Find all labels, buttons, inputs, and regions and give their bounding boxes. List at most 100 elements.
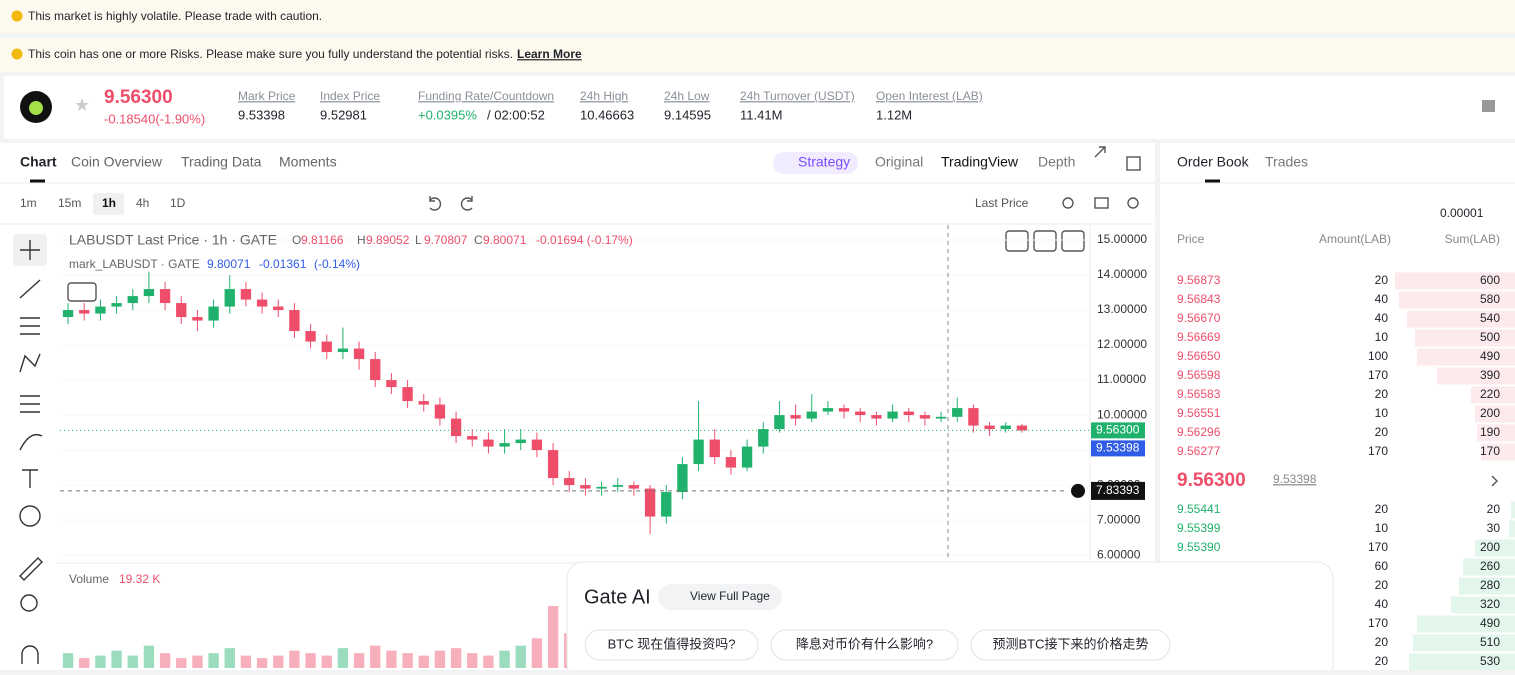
ob-amount: 170 <box>1368 616 1388 630</box>
candle-body <box>580 485 591 489</box>
ob-price: 9.55441 <box>1177 502 1221 516</box>
candle-body <box>111 303 122 307</box>
view-tab[interactable]: TradingView <box>941 154 1019 170</box>
camera-icon[interactable] <box>1094 197 1109 209</box>
tool-text[interactable] <box>22 469 38 488</box>
ob-precision[interactable]: 0.00001 <box>1440 206 1484 220</box>
tab[interactable]: Chart <box>20 154 57 170</box>
interval[interactable]: 1D <box>170 196 186 210</box>
orderbook-more[interactable] <box>1491 475 1498 487</box>
mark-price-label: 9.53398 <box>1096 441 1140 455</box>
ob-sum: 600 <box>1480 273 1500 287</box>
price-type[interactable]: Last Price <box>975 196 1029 210</box>
ob-amount: 10 <box>1375 406 1389 420</box>
notes-icon[interactable] <box>1482 100 1495 112</box>
volume-bar <box>386 650 397 668</box>
ob-sum: 500 <box>1480 330 1500 344</box>
candle-body <box>79 310 90 314</box>
ohlc-value: 9.89052 <box>366 233 410 247</box>
ob-amount: 40 <box>1375 292 1389 306</box>
volume-bar <box>467 653 478 668</box>
candle-body <box>450 418 462 437</box>
learn-more[interactable]: Learn More <box>517 47 582 61</box>
stat-value: 9.53398 <box>238 107 285 122</box>
fullscreen-icon[interactable] <box>1094 146 1106 158</box>
chart-btn[interactable] <box>1033 230 1057 252</box>
chart-btn[interactable] <box>1061 230 1085 252</box>
ai-title: Gate AI <box>584 586 651 608</box>
warn-icon <box>11 10 23 22</box>
undo-icon[interactable] <box>429 196 442 211</box>
ob-price: 9.56650 <box>1177 349 1221 363</box>
ai-link-pill[interactable] <box>658 584 782 610</box>
volume-bar <box>418 655 429 668</box>
ai-suggestion[interactable] <box>970 629 1171 661</box>
tool-lines[interactable] <box>20 317 40 335</box>
tool-fib[interactable] <box>20 395 40 413</box>
tab[interactable]: Coin Overview <box>71 154 163 170</box>
volume-bar <box>353 653 365 668</box>
stat-label: 24h High <box>580 89 628 103</box>
tool-line[interactable] <box>19 279 41 299</box>
interval[interactable]: 1m <box>20 196 37 210</box>
ai-link[interactable]: View Full Page <box>690 589 770 603</box>
tool-emoji[interactable] <box>19 505 41 527</box>
redo-icon[interactable] <box>460 196 473 211</box>
tool-ruler[interactable] <box>19 557 43 581</box>
ob-price: 9.56669 <box>1177 330 1221 344</box>
ob-price: 9.56583 <box>1177 387 1221 401</box>
collapse-btn[interactable] <box>67 282 97 302</box>
ob-price: 9.55399 <box>1177 521 1221 535</box>
ob-amount: 100 <box>1368 349 1388 363</box>
y-tick-label: 10.00000 <box>1097 407 1147 421</box>
candle-body <box>871 415 882 419</box>
y-tick-label: 14.00000 <box>1097 267 1147 281</box>
ob-amount: 10 <box>1375 330 1389 344</box>
volume-bar <box>111 650 122 668</box>
candle-body <box>370 359 381 381</box>
tool-magnet[interactable] <box>21 645 39 664</box>
ob-price: 9.56277 <box>1177 444 1221 458</box>
tool-crosshair[interactable] <box>20 240 40 260</box>
candle-body <box>855 411 866 416</box>
ai-suggestion-text[interactable]: 预测BTC接下来的价格走势 <box>992 636 1148 651</box>
candle-body <box>838 408 850 412</box>
chart-btn[interactable] <box>1005 230 1029 252</box>
candle-body <box>289 310 300 332</box>
search-icon[interactable] <box>1062 197 1074 209</box>
volume-bar <box>337 648 349 668</box>
candle-body <box>337 348 349 353</box>
crosshair-plus[interactable] <box>1071 483 1085 498</box>
tab[interactable]: Trading Data <box>181 154 262 170</box>
ai-suggestion-text[interactable]: BTC 现在值得投资吗? <box>608 636 736 651</box>
tool-pattern[interactable] <box>19 353 41 373</box>
interval[interactable]: 4h <box>136 196 149 210</box>
settings-icon[interactable] <box>1127 197 1139 209</box>
view-tab[interactable]: Depth <box>1038 154 1075 170</box>
candle-body <box>208 306 219 321</box>
view-tab[interactable]: Strategy <box>798 154 850 170</box>
ob-tab[interactable]: Trades <box>1265 154 1308 170</box>
volume-bar <box>499 650 510 668</box>
ob-amount: 20 <box>1375 578 1389 592</box>
chart-title: LABUSDT Last Price · 1h · GATE <box>69 232 277 248</box>
stat-label: Index Price <box>320 89 380 103</box>
ai-suggestion-text[interactable]: 降息对币价有什么影响? <box>796 636 933 651</box>
stat-value: 10.46663 <box>580 107 634 122</box>
ob-tab[interactable]: Order Book <box>1177 154 1250 170</box>
tab[interactable]: Moments <box>279 154 337 170</box>
view-tab[interactable]: Original <box>875 154 923 170</box>
stat-label: 24h Turnover (USDT) <box>740 89 855 103</box>
candle-body <box>321 341 332 353</box>
window-icon[interactable] <box>1126 156 1141 171</box>
favorite-star[interactable]: ★ <box>74 95 90 115</box>
depth-bar <box>1477 424 1515 442</box>
tool-brush[interactable] <box>19 433 43 451</box>
strategy-pill[interactable] <box>773 152 858 174</box>
ob-sum: 190 <box>1480 425 1500 439</box>
tool-zoom[interactable] <box>20 594 38 612</box>
interval[interactable]: 1h <box>102 196 116 210</box>
ai-suggestion[interactable] <box>584 629 759 661</box>
interval[interactable]: 15m <box>58 196 81 210</box>
ai-suggestion[interactable] <box>770 629 959 661</box>
